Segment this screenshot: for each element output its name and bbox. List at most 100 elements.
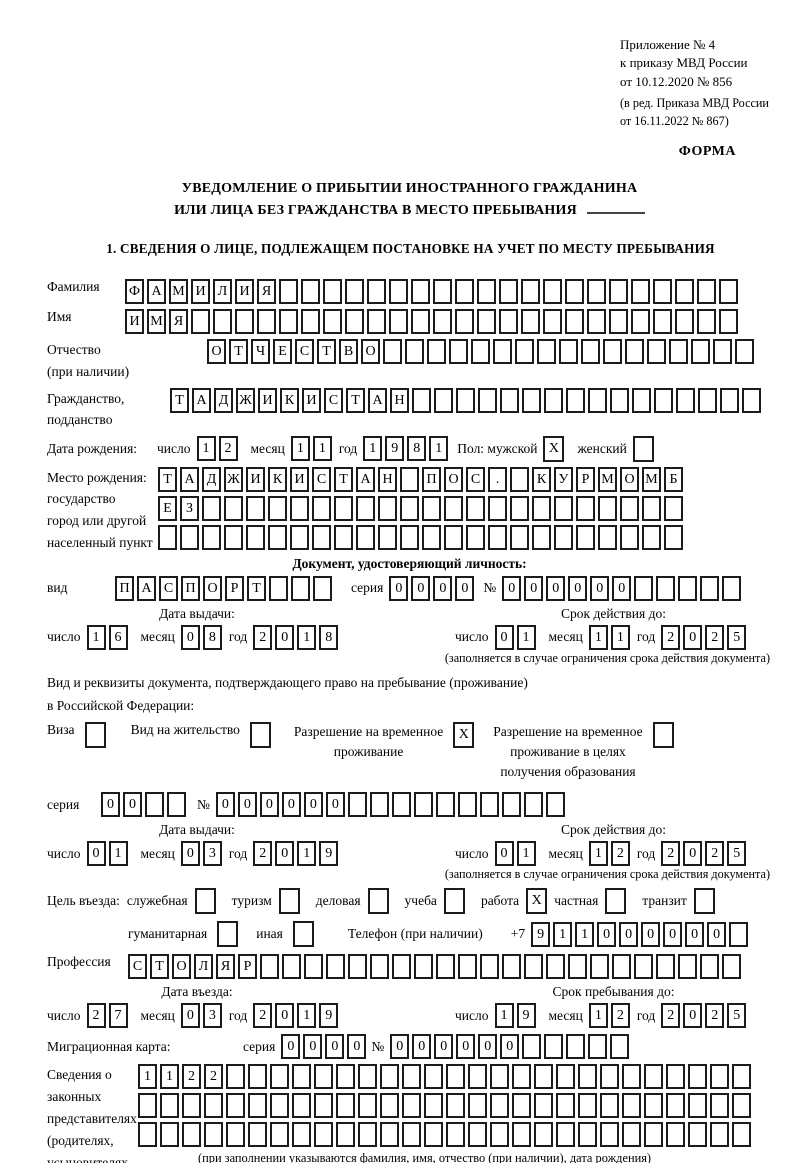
- char-cell[interactable]: [378, 495, 397, 521]
- char-cell[interactable]: 0: [86, 841, 106, 867]
- char-cell[interactable]: [435, 792, 455, 818]
- char-cell[interactable]: [565, 279, 584, 305]
- char-cell[interactable]: [405, 339, 424, 365]
- char-cell[interactable]: [556, 1122, 575, 1148]
- char-cell[interactable]: [488, 495, 507, 521]
- char-cell[interactable]: [314, 1122, 333, 1148]
- char-cell[interactable]: [688, 1064, 707, 1090]
- char-cell[interactable]: [345, 279, 364, 305]
- char-cell[interactable]: [600, 1093, 619, 1119]
- char-cell[interactable]: [644, 1064, 663, 1090]
- char-cell[interactable]: 1: [297, 1003, 317, 1029]
- char-cell[interactable]: [510, 466, 529, 492]
- char-cell[interactable]: 2: [86, 1003, 106, 1029]
- char-cell[interactable]: 2: [253, 1003, 273, 1029]
- char-cell[interactable]: [603, 339, 622, 365]
- char-cell[interactable]: У: [554, 466, 573, 492]
- char-cell[interactable]: 1: [516, 841, 536, 867]
- char-cell[interactable]: 0: [433, 575, 453, 601]
- char-cell[interactable]: [656, 954, 675, 980]
- char-cell[interactable]: [268, 524, 287, 550]
- char-cell[interactable]: [664, 524, 683, 550]
- char-cell[interactable]: О: [207, 339, 226, 365]
- char-cell[interactable]: [735, 339, 754, 365]
- char-cell[interactable]: 0: [683, 841, 703, 867]
- char-cell[interactable]: Н: [390, 387, 409, 413]
- char-cell[interactable]: 0: [281, 792, 301, 818]
- char-cell[interactable]: И: [235, 279, 254, 305]
- char-cell[interactable]: 0: [389, 575, 409, 601]
- char-cell[interactable]: 1: [297, 624, 317, 650]
- char-cell[interactable]: [191, 309, 210, 335]
- char-cell[interactable]: Т: [229, 339, 248, 365]
- char-cell[interactable]: [402, 1093, 421, 1119]
- char-cell[interactable]: [446, 1122, 465, 1148]
- char-cell[interactable]: [700, 575, 720, 601]
- char-cell[interactable]: [713, 339, 732, 365]
- char-cell[interactable]: [678, 575, 698, 601]
- char-cell[interactable]: [543, 279, 562, 305]
- char-cell[interactable]: [742, 387, 761, 413]
- char-cell[interactable]: [246, 524, 265, 550]
- char-cell[interactable]: [622, 1093, 641, 1119]
- char-cell[interactable]: [304, 954, 323, 980]
- char-cell[interactable]: [710, 1093, 729, 1119]
- char-cell[interactable]: 2: [705, 624, 725, 650]
- char-cell[interactable]: [226, 1064, 245, 1090]
- char-cell[interactable]: [644, 1093, 663, 1119]
- char-cell[interactable]: [666, 1122, 685, 1148]
- char-cell[interactable]: [544, 1034, 564, 1060]
- char-cell[interactable]: [510, 524, 529, 550]
- char-cell[interactable]: [138, 1093, 157, 1119]
- char-cell[interactable]: [598, 495, 617, 521]
- char-cell[interactable]: Я: [216, 954, 235, 980]
- char-cell[interactable]: [226, 1093, 245, 1119]
- char-cell[interactable]: [697, 279, 716, 305]
- char-cell[interactable]: [358, 1093, 377, 1119]
- char-cell[interactable]: [534, 1064, 553, 1090]
- char-cell[interactable]: 8: [202, 624, 222, 650]
- char-cell[interactable]: [600, 1122, 619, 1148]
- char-cell[interactable]: 2: [661, 624, 681, 650]
- char-cell[interactable]: [436, 954, 455, 980]
- char-cell[interactable]: 1: [138, 1064, 157, 1090]
- char-cell[interactable]: 1: [553, 921, 573, 947]
- char-cell[interactable]: [268, 495, 287, 521]
- char-cell[interactable]: [367, 279, 386, 305]
- char-cell[interactable]: [347, 792, 367, 818]
- char-cell[interactable]: [468, 1122, 487, 1148]
- char-cell[interactable]: 0: [325, 792, 345, 818]
- char-cell[interactable]: [479, 792, 499, 818]
- char-cell[interactable]: [389, 279, 408, 305]
- char-cell[interactable]: [270, 1064, 289, 1090]
- char-cell[interactable]: Е: [273, 339, 292, 365]
- char-cell[interactable]: [334, 495, 353, 521]
- char-cell[interactable]: [314, 1064, 333, 1090]
- char-cell[interactable]: Т: [158, 466, 177, 492]
- char-cell[interactable]: 0: [568, 575, 588, 601]
- char-cell[interactable]: И: [290, 466, 309, 492]
- char-cell[interactable]: [204, 1093, 223, 1119]
- char-cell[interactable]: [612, 954, 631, 980]
- char-cell[interactable]: [620, 495, 639, 521]
- char-cell[interactable]: Т: [346, 387, 365, 413]
- char-cell[interactable]: [457, 792, 477, 818]
- char-cell[interactable]: [424, 1064, 443, 1090]
- char-cell[interactable]: М: [598, 466, 617, 492]
- char-cell[interactable]: О: [172, 954, 191, 980]
- char-cell[interactable]: 0: [494, 624, 514, 650]
- char-cell[interactable]: С: [466, 466, 485, 492]
- char-cell[interactable]: 0: [494, 841, 514, 867]
- char-cell[interactable]: [534, 1093, 553, 1119]
- char-cell[interactable]: [522, 387, 541, 413]
- char-cell[interactable]: [544, 387, 563, 413]
- char-cell[interactable]: [477, 309, 496, 335]
- char-cell[interactable]: [180, 524, 199, 550]
- char-cell[interactable]: Т: [170, 387, 189, 413]
- char-cell[interactable]: П: [422, 466, 441, 492]
- char-cell[interactable]: [477, 279, 496, 305]
- char-cell[interactable]: [248, 1093, 267, 1119]
- char-cell[interactable]: 0: [683, 1003, 703, 1029]
- char-cell[interactable]: [622, 1122, 641, 1148]
- char-cell[interactable]: [145, 792, 164, 818]
